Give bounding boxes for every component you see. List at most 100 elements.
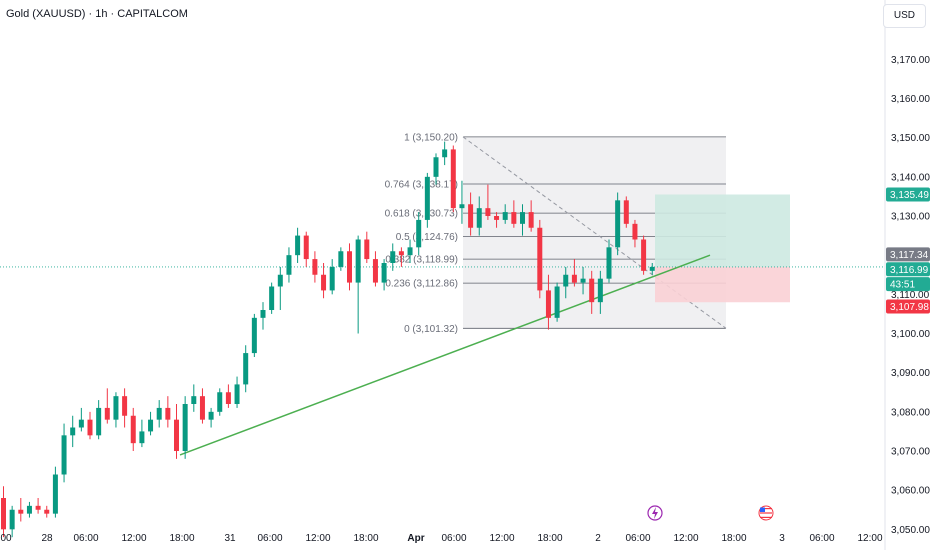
candle	[623, 196, 629, 228]
candle-body	[494, 216, 500, 220]
time-tick-label: 06:00	[441, 533, 466, 544]
lightning-icon-bolt	[652, 507, 658, 519]
time-tick-label: 12:00	[121, 533, 146, 544]
event-markers[interactable]	[647, 505, 774, 521]
price-tick-label: 3,150.00	[891, 133, 930, 144]
price-badge: 3,135.49	[886, 187, 930, 202]
candle-body	[139, 431, 145, 444]
candle	[407, 239, 413, 263]
price-axis[interactable]: 3,050.00 3,060.00 3,070.00 3,080.00 3,090.00…	[884, 0, 930, 550]
candle-body	[44, 509, 50, 514]
price-badge-bg	[886, 262, 930, 277]
support-trendline	[179, 254, 711, 456]
candle	[1, 486, 6, 538]
candle	[303, 231, 309, 267]
candle	[122, 388, 128, 428]
candle	[321, 263, 327, 299]
candle	[277, 266, 283, 310]
candle-body	[52, 474, 58, 514]
price-tick-label: 3,090.00	[891, 368, 930, 379]
candle	[580, 266, 586, 295]
candle-body	[442, 149, 448, 158]
candle	[364, 231, 370, 263]
candle	[35, 498, 41, 514]
candle-body	[398, 251, 404, 256]
candle	[398, 247, 404, 267]
candle	[450, 145, 456, 213]
price-badge-label: 3,107.98	[890, 302, 929, 313]
time-tick-label: Apr	[407, 533, 424, 544]
candle-body	[381, 263, 387, 283]
candle	[520, 204, 525, 236]
candle-body	[485, 208, 491, 216]
candle	[18, 498, 24, 522]
candle	[165, 396, 171, 428]
fib-trend-line	[462, 136, 727, 329]
time-tick-label: 06:00	[809, 533, 834, 544]
candle-body	[61, 435, 67, 475]
candle	[632, 219, 638, 248]
candle	[113, 392, 119, 428]
time-tick-label: 18:00	[169, 533, 194, 544]
candle-body	[390, 251, 396, 263]
candle-body	[18, 509, 24, 514]
candle-body	[156, 407, 162, 420]
fib-level-label: 0.236 (3,112.86)	[385, 279, 458, 290]
candle-body	[303, 235, 309, 260]
candle-body	[459, 204, 465, 209]
price-tick-label: 3,070.00	[891, 447, 930, 458]
candle	[182, 396, 188, 459]
candle-body	[329, 266, 335, 291]
candle-body	[321, 274, 327, 291]
candle	[96, 400, 102, 440]
long-position-tool[interactable]	[0, 194, 885, 303]
time-tick-label: 28	[41, 533, 53, 544]
candle	[61, 423, 67, 483]
time-tick-label: 31	[224, 533, 236, 544]
candle-body	[260, 310, 266, 318]
candle	[329, 259, 335, 295]
candles	[1, 141, 655, 538]
candle-body	[312, 259, 318, 275]
candle-body	[528, 212, 534, 228]
trendlines[interactable]	[179, 254, 711, 456]
candle-body	[87, 419, 93, 436]
fib-level-label: 0.618 (3,130.73)	[385, 209, 458, 220]
candle	[70, 415, 76, 448]
candle-body	[165, 407, 171, 420]
candle	[459, 180, 465, 224]
candle	[606, 239, 612, 283]
candle	[649, 263, 655, 275]
symbol-title[interactable]: Gold (XAUUSD) · 1h · CAPITALCOM	[6, 8, 188, 20]
us-flag-icon	[758, 505, 774, 521]
currency-button[interactable]: USD	[882, 4, 926, 28]
candle-body	[580, 278, 586, 283]
candle	[199, 388, 205, 424]
candle	[485, 184, 491, 220]
time-axis[interactable]: 00 28 06:00 12:00 18:00 31 06:00 12:00 18:00 Apr 0…	[0, 533, 883, 544]
time-tick-label: 18:00	[721, 533, 746, 544]
fib-level-label: 0.764 (3,138.17)	[385, 180, 458, 191]
candle	[312, 251, 318, 283]
candle-body	[615, 200, 621, 248]
candle	[139, 419, 145, 448]
candle	[104, 388, 110, 424]
candle-body	[286, 255, 292, 275]
candle	[502, 204, 508, 224]
candle	[26, 501, 32, 518]
price-tick-label: 3,130.00	[891, 212, 930, 223]
time-tick-label: 18:00	[537, 533, 562, 544]
time-tick-label: 12:00	[305, 533, 330, 544]
candle	[217, 388, 223, 416]
candle-body	[372, 259, 378, 283]
time-tick-label: 12:00	[673, 533, 698, 544]
candle	[148, 411, 154, 436]
fib-level-label: 0 (3,101.32)	[404, 324, 458, 335]
candle	[260, 302, 266, 330]
candle	[269, 282, 275, 314]
candle	[251, 313, 257, 357]
candle-body	[78, 419, 84, 428]
candle-body	[537, 227, 543, 291]
